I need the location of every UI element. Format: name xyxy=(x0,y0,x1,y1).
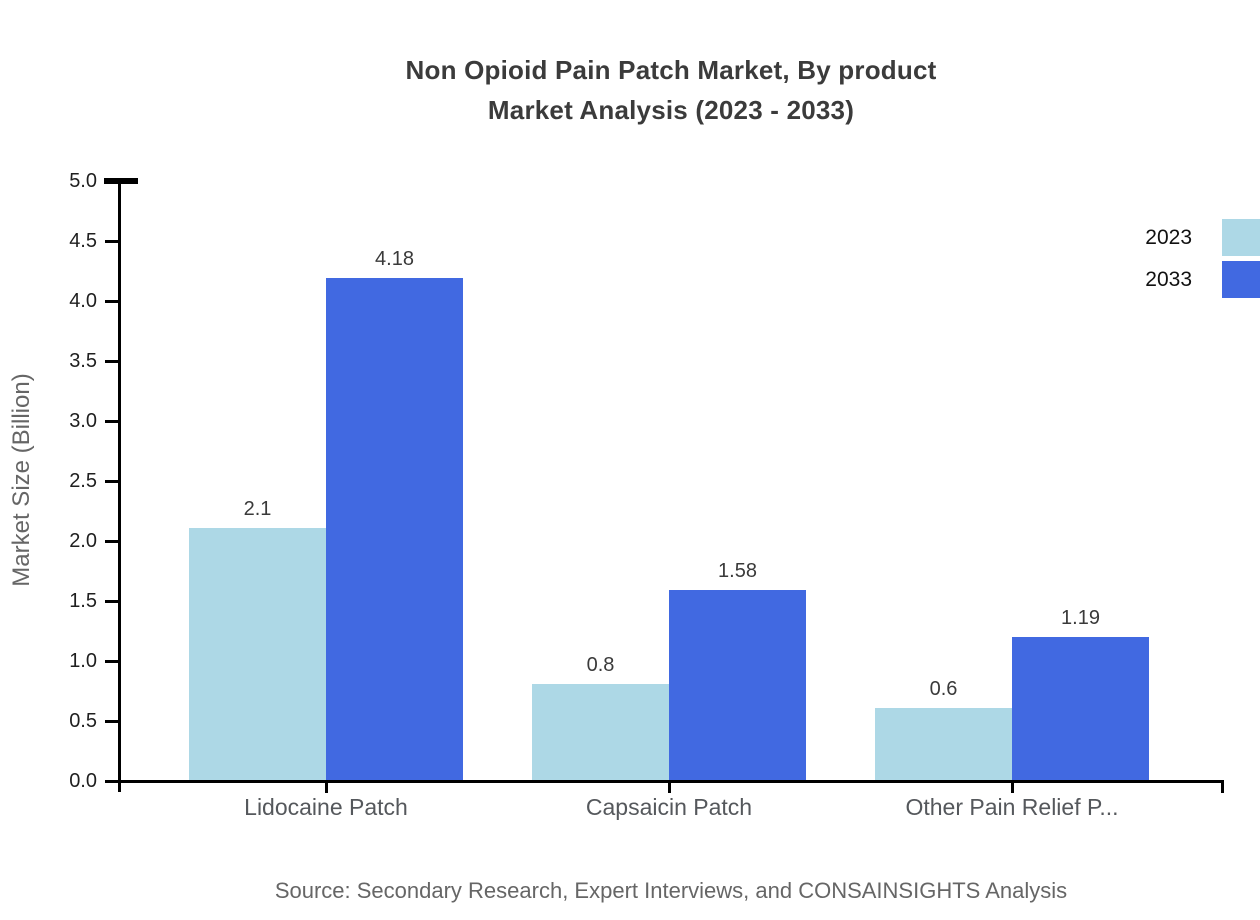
y-tick-label: 2.0 xyxy=(69,530,97,552)
legend-label-2033: 2033 xyxy=(1145,267,1192,291)
chart-title-line2: Market Analysis (2023 - 2033) xyxy=(487,95,855,125)
bar-2023-category-3 xyxy=(875,708,1012,780)
y-tick xyxy=(105,479,119,483)
y-tick-label: 4.5 xyxy=(69,230,97,252)
x-axis-label: Lidocaine Patch xyxy=(244,794,408,820)
y-tick-label: 3.5 xyxy=(69,350,97,372)
x-tick xyxy=(1010,782,1014,793)
chart-title-line1: Non Opioid Pain Patch Market, By product xyxy=(405,55,937,85)
bar-2023-category-2 xyxy=(532,684,669,780)
y-tick xyxy=(105,239,119,243)
y-tick-label: 0.0 xyxy=(69,770,97,792)
y-tick-label: 2.5 xyxy=(69,470,97,492)
y-tick xyxy=(105,419,119,423)
y-tick-label: 0.5 xyxy=(69,710,97,732)
y-tick-label: 5.0 xyxy=(69,170,97,192)
bar-value-label: 0.6 xyxy=(929,678,958,700)
legend-item-2023: 2023 xyxy=(1145,219,1260,256)
y-tick xyxy=(105,299,119,303)
y-tick xyxy=(104,178,138,184)
y-tick xyxy=(105,719,119,723)
bar-2033-category-1 xyxy=(326,278,463,780)
bar-value-label: 4.18 xyxy=(375,248,414,270)
bar-2023-category-1 xyxy=(189,528,326,780)
x-axis-line xyxy=(118,780,1224,783)
bar-2033-category-2 xyxy=(669,590,806,780)
legend-item-2033: 2033 xyxy=(1145,261,1260,298)
y-tick-label: 1.5 xyxy=(69,590,97,612)
bar-value-label: 1.58 xyxy=(718,560,757,582)
bar-value-label: 0.8 xyxy=(586,654,615,676)
y-tick-label: 4.0 xyxy=(69,290,97,312)
y-tick xyxy=(105,599,119,603)
bar-value-label: 2.1 xyxy=(243,498,272,520)
legend: 2023 2033 xyxy=(1145,219,1260,298)
bar-2033-category-3 xyxy=(1012,637,1149,780)
legend-swatch-2033 xyxy=(1222,261,1260,298)
x-axis-label: Capsaicin Patch xyxy=(585,794,753,820)
y-tick-label: 1.0 xyxy=(69,650,97,672)
x-axis-end-tick xyxy=(1221,782,1224,793)
y-axis-line xyxy=(118,180,121,792)
x-axis-label: Other Pain Relief P... xyxy=(905,794,1119,820)
y-tick xyxy=(105,779,119,783)
legend-label-2023: 2023 xyxy=(1145,225,1192,249)
legend-swatch-2023 xyxy=(1222,219,1260,256)
chart-title: Non Opioid Pain Patch Market, By product… xyxy=(120,50,1222,130)
source-note: Source: Secondary Research, Expert Inter… xyxy=(274,878,1068,903)
y-tick xyxy=(105,359,119,363)
y-tick xyxy=(105,539,119,543)
x-tick xyxy=(667,782,671,793)
x-tick xyxy=(324,782,328,793)
y-tick-label: 3.0 xyxy=(69,410,97,432)
y-tick xyxy=(105,659,119,663)
bar-value-label: 1.19 xyxy=(1061,607,1100,629)
